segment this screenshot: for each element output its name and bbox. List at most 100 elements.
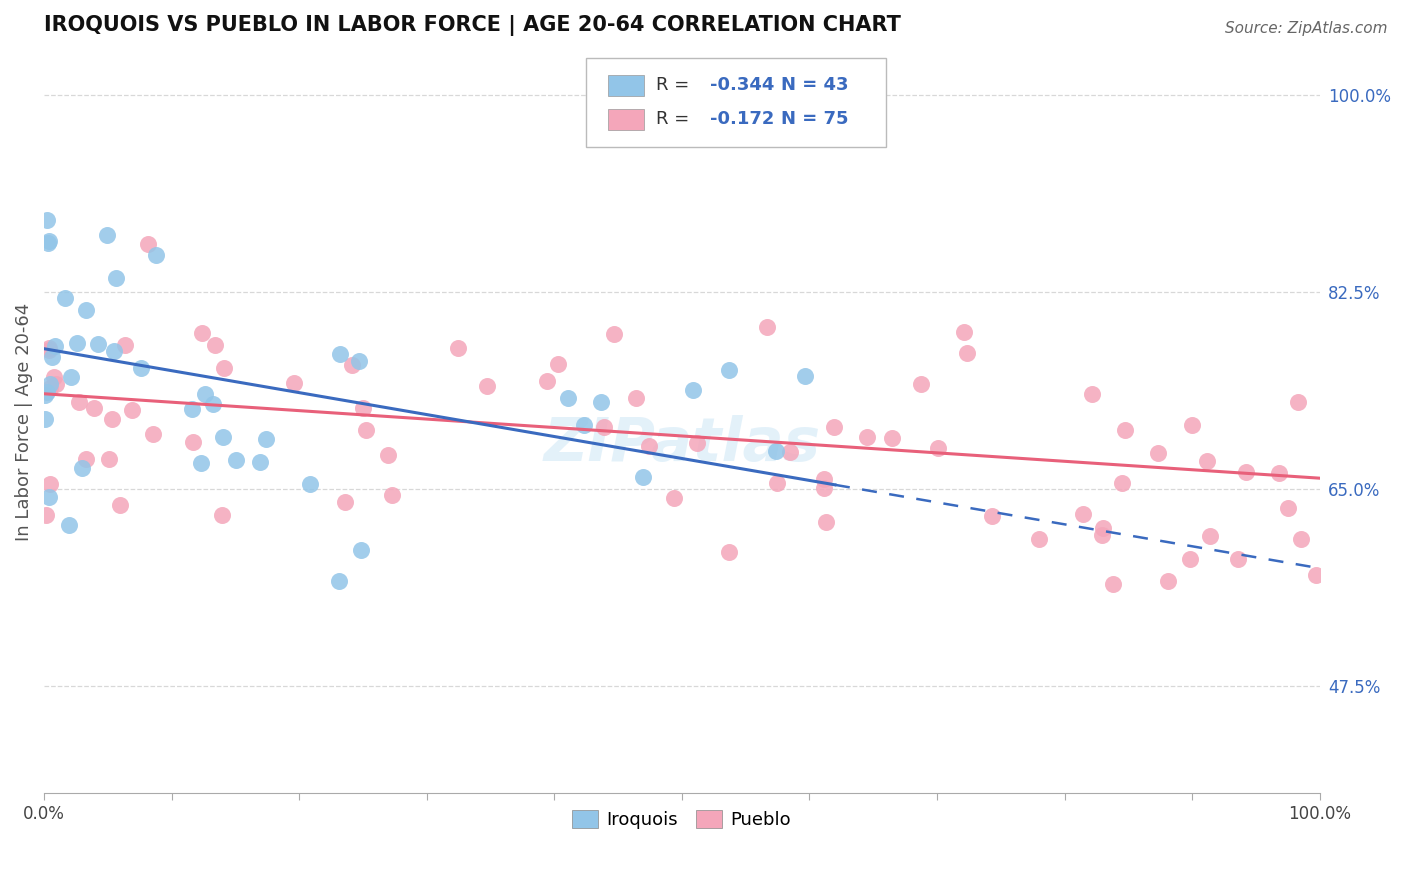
Point (201, 397, 224, 411)
Point (101, 412, 124, 426)
Point (910, 377, 932, 392)
Text: R =: R = (657, 76, 696, 94)
Point (352, 401, 374, 415)
Point (953, 326, 976, 340)
Point (766, 476, 789, 491)
Point (114, 338, 136, 352)
Point (1071, 507, 1094, 521)
Point (66, 336, 89, 351)
Point (39, 381, 62, 395)
Point (145, 248, 167, 262)
Point (1195, 454, 1218, 468)
Point (1146, 446, 1168, 460)
Point (1289, 532, 1312, 546)
Point (59, 369, 82, 384)
Point (603, 326, 626, 341)
Point (637, 439, 659, 453)
Point (37, 213, 59, 227)
Point (593, 420, 616, 434)
Point (204, 337, 226, 351)
Point (225, 452, 247, 467)
Point (283, 376, 305, 391)
FancyBboxPatch shape (586, 58, 886, 147)
Point (75, 302, 97, 317)
Text: R =: R = (657, 110, 696, 128)
Point (129, 361, 152, 376)
Point (1090, 527, 1112, 541)
Point (142, 427, 165, 442)
Point (1178, 552, 1201, 566)
Text: -0.172: -0.172 (710, 110, 775, 128)
Point (328, 574, 350, 589)
Text: ZIPatlas: ZIPatlas (543, 415, 821, 474)
Point (75, 451, 97, 466)
Point (1305, 567, 1327, 582)
Point (83, 401, 105, 416)
Point (624, 391, 647, 405)
Point (38, 343, 60, 358)
Point (1114, 424, 1136, 438)
Point (34, 508, 56, 522)
Y-axis label: In Labor Force | Age 20-64: In Labor Force | Age 20-64 (15, 302, 32, 541)
Point (34, 412, 56, 426)
Point (682, 383, 704, 397)
Point (779, 445, 801, 459)
Point (1181, 417, 1204, 432)
Point (194, 386, 217, 401)
Point (41, 350, 63, 364)
Point (190, 456, 212, 470)
Point (756, 320, 779, 334)
Point (121, 403, 143, 417)
Point (547, 357, 569, 371)
Point (34, 388, 56, 402)
Point (631, 470, 654, 484)
Point (1102, 577, 1125, 591)
Point (1092, 521, 1115, 535)
Point (97, 452, 120, 467)
Point (855, 430, 877, 444)
Point (212, 361, 235, 376)
Point (96, 227, 118, 242)
Point (1234, 465, 1257, 479)
Point (37, 236, 59, 251)
Point (1111, 476, 1133, 491)
Point (381, 488, 404, 502)
Point (574, 417, 596, 432)
Point (42, 369, 65, 384)
Point (717, 545, 740, 559)
Legend: Iroquois, Pueblo: Iroquois, Pueblo (565, 803, 799, 837)
Point (38, 234, 60, 248)
Point (299, 476, 322, 491)
Point (212, 430, 235, 444)
Point (67, 395, 90, 409)
Point (880, 432, 903, 446)
Point (55, 291, 77, 305)
Point (38, 490, 60, 504)
Point (717, 362, 740, 376)
Text: N = 43: N = 43 (782, 76, 849, 94)
Text: IROQUOIS VS PUEBLO IN LABOR FORCE | AGE 20-64 CORRELATION CHART: IROQUOIS VS PUEBLO IN LABOR FORCE | AGE … (44, 15, 901, 36)
Point (927, 441, 949, 455)
Point (765, 443, 787, 458)
Point (35, 385, 58, 400)
Point (823, 419, 845, 434)
Point (183, 434, 205, 449)
Point (557, 391, 579, 405)
Point (39, 376, 62, 391)
Point (1286, 395, 1309, 409)
Point (1157, 574, 1180, 588)
Point (662, 491, 685, 505)
Point (340, 358, 363, 372)
Bar (607, 109, 644, 130)
Point (815, 515, 838, 529)
Point (329, 347, 352, 361)
Point (181, 401, 204, 416)
Point (536, 374, 558, 388)
Point (1277, 500, 1299, 515)
Point (104, 271, 127, 285)
Point (333, 495, 356, 509)
Point (44, 339, 66, 353)
Point (70, 460, 93, 475)
Point (956, 346, 979, 360)
Point (1081, 386, 1104, 401)
